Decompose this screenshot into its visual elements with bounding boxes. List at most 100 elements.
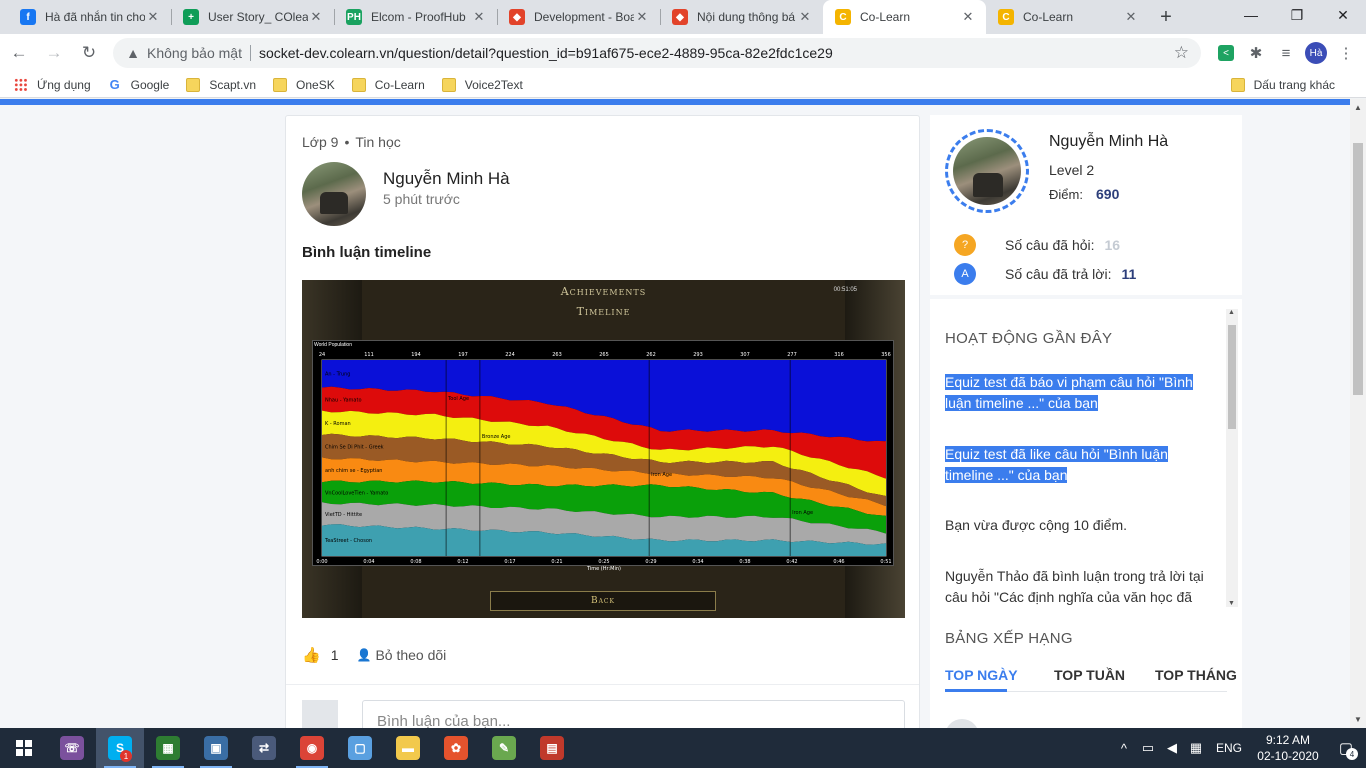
close-tab-icon[interactable]: ✕ — [147, 9, 159, 24]
close-tab-icon[interactable]: ✕ — [473, 9, 485, 24]
profile-button[interactable]: Hà — [1301, 38, 1331, 68]
minimize-icon[interactable]: — — [1244, 7, 1258, 23]
keyboard-icon[interactable]: ▦ — [1189, 740, 1203, 755]
volume-icon[interactable]: ◀ — [1166, 740, 1177, 755]
tab-title[interactable]: User Story_ COlear — [208, 10, 308, 24]
page-scrollbar[interactable]: ▲ ▼ — [1350, 99, 1366, 728]
tab-title[interactable]: Hà đã nhắn tin cho — [45, 10, 145, 24]
close-window-icon[interactable]: ✕ — [1337, 6, 1349, 23]
user-avatar[interactable] — [945, 129, 1029, 213]
address-bar[interactable]: ▲ Không bảo mật socket-dev.colearn.vn/qu… — [113, 38, 1201, 68]
activity-item[interactable]: Bạn vừa được cộng 10 điểm. — [945, 517, 1128, 533]
browser-tab[interactable]: PH Elcom - ProofHub ✕ — [334, 0, 497, 34]
page-scroll-thumb[interactable] — [1353, 143, 1363, 395]
bookmark-label[interactable]: Voice2Text — [464, 77, 523, 92]
tab-top-day[interactable]: TOP NGÀY — [945, 667, 1018, 683]
forward-arrow-icon[interactable]: → — [45, 43, 63, 62]
page-scroll-down-icon[interactable]: ▼ — [1354, 715, 1362, 724]
url-text[interactable]: socket-dev.colearn.vn/question/detail?qu… — [258, 45, 833, 61]
close-tab-icon[interactable]: ✕ — [636, 9, 648, 24]
bookmark-item[interactable]: G Google — [108, 77, 170, 92]
other-bookmarks[interactable]: Dấu trang khác — [1230, 72, 1335, 98]
show-hidden-icons-icon[interactable]: ^ — [1120, 740, 1128, 756]
notification-center[interactable]: ▢ 4 — [1326, 728, 1366, 768]
taskbar-app[interactable]: ▣ — [192, 728, 240, 768]
taskbar-app[interactable]: ▦ — [144, 728, 192, 768]
browser-tab[interactable]: ◆ Development - Boa ✕ — [497, 0, 660, 34]
comment-input[interactable]: Bình luận của bạn... — [362, 700, 905, 728]
question-image[interactable]: Achievements Timeline 00:51:05 World Pop… — [302, 280, 905, 618]
taskbar-app[interactable]: ▢ — [336, 728, 384, 768]
profile-avatar[interactable]: Hà — [1305, 42, 1327, 64]
language-indicator[interactable]: ENG — [1215, 741, 1242, 755]
close-tab-icon[interactable]: ✕ — [799, 9, 811, 24]
author-avatar[interactable] — [302, 162, 366, 226]
user-name[interactable]: Nguyễn Minh Hà — [1049, 133, 1169, 150]
author-name[interactable]: Nguyễn Minh Hà — [383, 169, 510, 188]
tab-top-month[interactable]: TOP THÁNG — [1155, 667, 1237, 683]
taskbar-app[interactable]: ⇄ — [240, 728, 288, 768]
bookmark-star-icon[interactable]: ☆ — [1173, 43, 1189, 62]
tab-title[interactable]: Nội dung thông bá — [697, 10, 796, 24]
grade-label[interactable]: Lớp 9 — [302, 134, 339, 150]
new-tab-button[interactable]: + — [1160, 5, 1172, 28]
media-control-icon[interactable]: ≡ — [1281, 44, 1291, 62]
browser-tab[interactable]: C Co-Learn ✕ — [986, 0, 1149, 34]
system-clock[interactable]: 9:12 AM 02-10-2020 — [1250, 732, 1326, 764]
activity-item[interactable]: Equiz test đã báo vi phạm câu hỏi "Bình … — [945, 374, 1193, 411]
browser-tab[interactable]: f Hà đã nhắn tin cho ✕ — [8, 0, 171, 34]
bookmark-item[interactable]: Voice2Text — [441, 77, 523, 92]
bookmark-label[interactable]: Google — [130, 77, 170, 92]
page-scroll-up-icon[interactable]: ▲ — [1354, 103, 1362, 112]
ranking-avatar[interactable] — [945, 719, 979, 728]
close-tab-icon[interactable]: ✕ — [1125, 9, 1137, 24]
activity-item[interactable]: Nguyễn Thảo đã bình luận trong trả lời t… — [945, 568, 1204, 605]
taskbar-app[interactable]: ▬ — [384, 728, 432, 768]
extensions-puzzle-icon[interactable]: ✱ — [1249, 45, 1263, 62]
bookmark-item[interactable]: Scapt.vn — [186, 77, 257, 92]
activity-item[interactable]: Equiz test đã like câu hỏi "Bình luận ti… — [945, 446, 1168, 483]
bookmark-label[interactable]: Ứng dụng — [37, 77, 91, 92]
bookmark-label[interactable]: OneSK — [296, 77, 335, 92]
user-follow-icon[interactable]: 👤 — [356, 648, 372, 662]
reload-icon[interactable]: ↻ — [81, 43, 97, 62]
bookmark-label[interactable]: Scapt.vn — [209, 77, 257, 92]
bookmark-item[interactable]: OneSK — [273, 77, 335, 92]
tab-title[interactable]: Co-Learn — [860, 10, 911, 24]
taskbar-app[interactable]: ☏ — [48, 728, 96, 768]
unfollow-button[interactable]: Bỏ theo dõi — [375, 647, 447, 663]
activity-scrollbar[interactable]: ▲ ▼ — [1226, 309, 1238, 607]
taskbar-app[interactable]: ✎ — [480, 728, 528, 768]
bookmark-item[interactable]: Co-Learn — [351, 77, 425, 92]
folder-icon — [441, 77, 456, 92]
taskbar-app[interactable]: ✿ — [432, 728, 480, 768]
tab-title[interactable]: Elcom - ProofHub — [371, 10, 466, 24]
subject-label[interactable]: Tin học — [355, 134, 401, 150]
scroll-up-icon[interactable]: ▲ — [1228, 309, 1235, 316]
taskbar-app[interactable]: ▤ — [528, 728, 576, 768]
menu-kebab-icon[interactable]: ⋮ — [1338, 45, 1354, 62]
scroll-down-icon[interactable]: ▼ — [1228, 600, 1235, 607]
tab-title[interactable]: Co-Learn — [1023, 10, 1074, 24]
tab-top-week[interactable]: TOP TUẦN — [1054, 667, 1126, 683]
browser-tab[interactable]: ◆ Nội dung thông bá ✕ — [660, 0, 823, 34]
bookmark-item[interactable]: Ứng dụng — [14, 77, 91, 92]
close-tab-icon[interactable]: ✕ — [310, 9, 322, 24]
browser-tab[interactable]: + User Story_ COlear ✕ — [171, 0, 334, 34]
security-label[interactable]: Không bảo mật — [147, 45, 242, 61]
maximize-icon[interactable]: ❐ — [1290, 6, 1304, 23]
other-bookmarks-label[interactable]: Dấu trang khác — [1253, 78, 1335, 92]
warning-icon[interactable]: ▲ — [126, 45, 140, 61]
bookmark-label[interactable]: Co-Learn — [374, 77, 425, 92]
network-icon[interactable]: ▭ — [1141, 740, 1155, 755]
back-arrow-icon[interactable]: ← — [10, 43, 28, 62]
share-extension-icon[interactable]: < — [1211, 38, 1241, 68]
thumbs-up-icon[interactable]: 👍 — [302, 647, 321, 664]
start-button[interactable] — [0, 728, 48, 768]
activity-scroll-thumb[interactable] — [1228, 325, 1236, 429]
tab-title[interactable]: Development - Boa — [534, 10, 634, 24]
browser-tab[interactable]: C Co-Learn ✕ — [823, 0, 986, 34]
taskbar-app[interactable]: ◉ — [288, 728, 336, 768]
close-tab-icon[interactable]: ✕ — [962, 9, 974, 24]
